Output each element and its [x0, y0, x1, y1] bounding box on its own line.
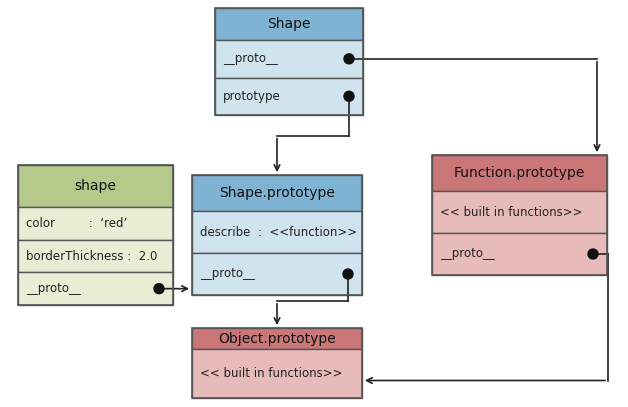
Bar	[432, 191, 607, 233]
Text: describe  :  <<function>>: describe : <<function>>	[200, 225, 357, 239]
Bar	[18, 272, 173, 305]
Text: __proto__: __proto__	[26, 282, 81, 295]
Circle shape	[154, 284, 164, 294]
Bar	[192, 328, 362, 398]
Text: __proto__: __proto__	[440, 247, 495, 260]
Text: Object.prototype: Object.prototype	[218, 331, 336, 346]
Text: << built in functions>>: << built in functions>>	[200, 367, 342, 380]
Text: prototype: prototype	[223, 90, 281, 103]
Circle shape	[588, 249, 598, 259]
Text: shape: shape	[75, 179, 116, 193]
Bar	[18, 165, 173, 207]
Text: Shape.prototype: Shape.prototype	[219, 186, 335, 200]
Text: Function.prototype: Function.prototype	[454, 166, 585, 180]
Bar	[18, 165, 173, 305]
Bar	[192, 211, 362, 253]
Circle shape	[344, 54, 354, 64]
Bar	[192, 253, 362, 295]
Bar	[215, 40, 363, 78]
Circle shape	[343, 269, 353, 279]
Text: borderThickness :  2.0: borderThickness : 2.0	[26, 249, 158, 263]
Bar	[432, 233, 607, 275]
Text: << built in functions>>: << built in functions>>	[440, 206, 583, 219]
Text: Shape: Shape	[268, 17, 311, 31]
Bar	[432, 155, 607, 275]
Bar	[192, 328, 362, 349]
Text: color         :  ‘red’: color : ‘red’	[26, 217, 127, 230]
Bar	[192, 175, 362, 211]
Circle shape	[344, 91, 354, 101]
Bar	[192, 349, 362, 398]
Bar	[192, 175, 362, 295]
Bar	[215, 78, 363, 115]
Bar	[18, 207, 173, 240]
Text: __proto__: __proto__	[223, 53, 278, 66]
Bar	[215, 8, 363, 40]
Bar	[432, 155, 607, 191]
Bar	[215, 8, 363, 115]
Text: __proto__: __proto__	[200, 267, 255, 280]
Bar	[18, 240, 173, 272]
